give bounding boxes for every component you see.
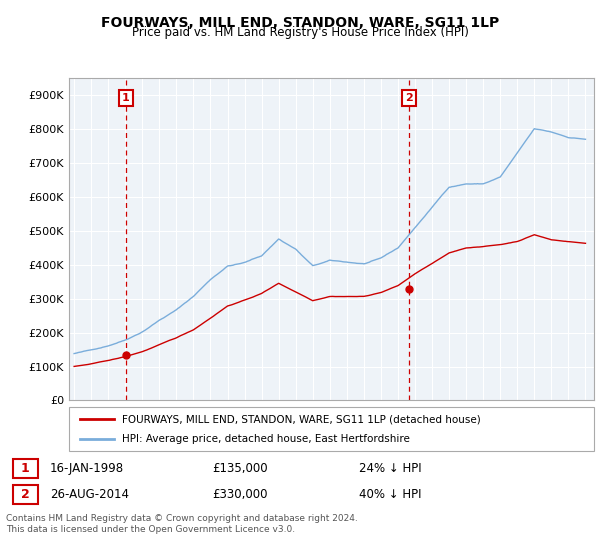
Text: 1: 1: [122, 93, 130, 103]
Text: 40% ↓ HPI: 40% ↓ HPI: [359, 488, 421, 501]
Text: This data is licensed under the Open Government Licence v3.0.: This data is licensed under the Open Gov…: [6, 525, 295, 534]
Text: 2: 2: [21, 488, 30, 501]
Bar: [13, 485, 38, 504]
Text: £135,000: £135,000: [212, 462, 268, 475]
Text: £330,000: £330,000: [212, 488, 267, 501]
Text: FOURWAYS, MILL END, STANDON, WARE, SG11 1LP: FOURWAYS, MILL END, STANDON, WARE, SG11 …: [101, 16, 499, 30]
Text: FOURWAYS, MILL END, STANDON, WARE, SG11 1LP (detached house): FOURWAYS, MILL END, STANDON, WARE, SG11 …: [121, 414, 480, 424]
Text: 2: 2: [405, 93, 413, 103]
Bar: [13, 459, 38, 478]
Text: 16-JAN-1998: 16-JAN-1998: [50, 462, 124, 475]
Text: Contains HM Land Registry data © Crown copyright and database right 2024.: Contains HM Land Registry data © Crown c…: [6, 514, 358, 523]
Text: Price paid vs. HM Land Registry's House Price Index (HPI): Price paid vs. HM Land Registry's House …: [131, 26, 469, 39]
Text: HPI: Average price, detached house, East Hertfordshire: HPI: Average price, detached house, East…: [121, 435, 409, 445]
Text: 26-AUG-2014: 26-AUG-2014: [50, 488, 129, 501]
Text: 24% ↓ HPI: 24% ↓ HPI: [359, 462, 421, 475]
Text: 1: 1: [21, 462, 30, 475]
